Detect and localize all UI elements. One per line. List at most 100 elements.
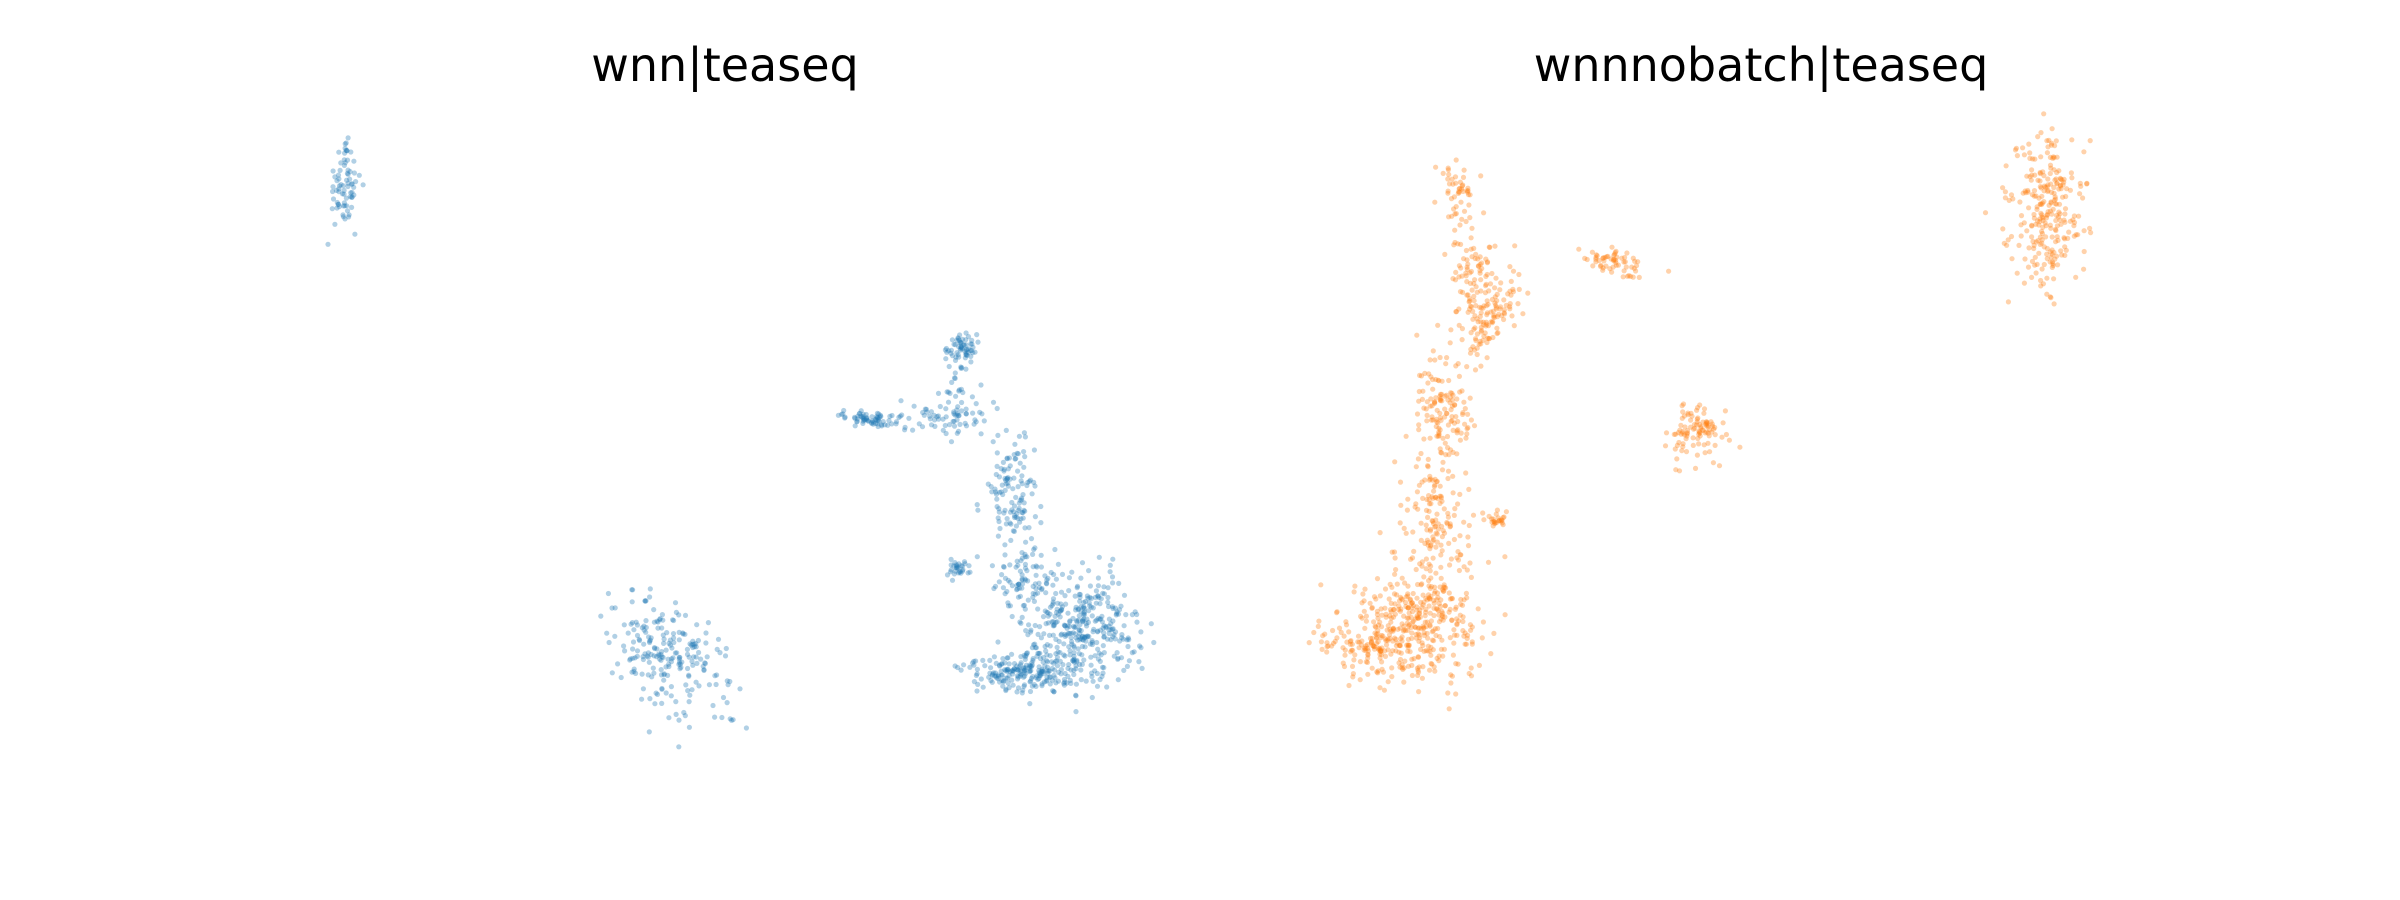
scatter-point — [1341, 663, 1348, 670]
scatter-point — [1049, 619, 1055, 625]
scatter-point — [2000, 185, 2006, 191]
scatter-point — [1442, 251, 1448, 257]
scatter-point — [346, 212, 352, 218]
scatter-point — [666, 715, 672, 721]
scatter-point — [1401, 623, 1407, 629]
scatter-point — [1373, 624, 1379, 630]
scatter-point — [1483, 319, 1489, 325]
scatter-point — [861, 417, 867, 423]
scatter-point — [1626, 273, 1632, 279]
scatter-point — [1010, 668, 1016, 674]
scatter-point — [958, 408, 965, 414]
scatter-point — [973, 672, 980, 679]
scatter-point — [1428, 593, 1434, 600]
scatter-point — [1442, 614, 1448, 620]
scatter-point — [1379, 612, 1385, 618]
scatter-point — [2071, 213, 2077, 219]
scatter-point — [344, 148, 350, 154]
scatter-point — [1435, 322, 1441, 328]
scatter-point — [1476, 341, 1482, 347]
scatter-point — [665, 672, 671, 679]
scatter-point — [1697, 433, 1703, 439]
scatter-point — [1408, 624, 1414, 631]
scatter-point — [1065, 610, 1071, 616]
scatter-point — [630, 639, 637, 645]
scatter-point — [1680, 428, 1686, 435]
scatter-point — [862, 417, 868, 423]
scatter-point — [1446, 706, 1452, 712]
scatter-point — [1431, 597, 1437, 604]
scatter-point — [1058, 589, 1065, 595]
scatter-point — [1426, 583, 1432, 589]
scatter-point — [652, 701, 658, 707]
scatter-point — [1095, 615, 1101, 622]
scatter-point — [1043, 621, 1049, 627]
scatter-point — [1419, 396, 1425, 402]
scatter-point — [1674, 456, 1680, 462]
scatter-point — [1375, 615, 1381, 621]
scatter-point — [1408, 614, 1414, 621]
scatter-point — [1428, 652, 1434, 658]
scatter-point — [1468, 303, 1474, 309]
scatter-point — [1466, 670, 1472, 677]
scatter-point — [1630, 255, 1636, 261]
scatter-point — [1018, 660, 1024, 666]
scatter-point — [2029, 167, 2035, 173]
scatter-point — [666, 640, 672, 647]
scatter-point — [1026, 525, 1032, 531]
scatter-point — [1438, 449, 1444, 456]
scatter-point — [1001, 678, 1007, 684]
scatter-point — [1454, 632, 1460, 639]
scatter-point — [1457, 437, 1463, 443]
scatter-point — [1444, 521, 1450, 527]
scatter-point — [931, 412, 937, 418]
scatter-point — [1034, 564, 1040, 570]
scatter-point — [1457, 222, 1463, 228]
scatter-point — [629, 669, 635, 675]
scatter-point — [1453, 204, 1459, 210]
scatter-point — [1410, 603, 1417, 609]
scatter-point — [1020, 687, 1026, 693]
scatter-point — [1453, 157, 1459, 163]
scatter-point — [999, 672, 1005, 678]
scatter-point — [1030, 594, 1036, 600]
scatter-point — [2068, 170, 2074, 176]
scatter-point — [343, 140, 349, 146]
scatter-point — [2057, 211, 2063, 217]
scatter-point — [1018, 620, 1024, 626]
scatter-point — [992, 670, 999, 676]
scatter-point — [1465, 261, 1471, 267]
scatter-point — [1108, 627, 1114, 633]
scatter-point — [2009, 256, 2015, 262]
scatter-point — [1433, 530, 1439, 536]
scatter-point — [2045, 182, 2051, 188]
scatter-point — [1372, 630, 1378, 636]
scatter-point — [645, 672, 651, 678]
scatter-point — [955, 404, 961, 410]
scatter-point — [342, 160, 348, 166]
scatter-point — [1452, 402, 1458, 408]
scatter-point — [1467, 270, 1473, 276]
scatter-point — [980, 657, 986, 664]
scatter-point — [1423, 507, 1430, 513]
scatter-point — [1447, 635, 1453, 641]
scatter-point — [1343, 622, 1350, 628]
scatter-point — [1054, 654, 1060, 660]
scatter-point — [1126, 658, 1132, 664]
scatter-point — [1004, 588, 1010, 595]
scatter-point — [1055, 649, 1061, 655]
scatter-point — [1001, 563, 1007, 570]
scatter-point — [1484, 310, 1490, 316]
scatter-point — [1455, 557, 1462, 563]
scatter-point — [1401, 613, 1407, 619]
scatter-point — [1424, 619, 1430, 625]
scatter-point — [882, 422, 888, 428]
scatter-point — [1007, 562, 1013, 568]
scatter-point — [1510, 289, 1516, 295]
scatter-point — [2008, 233, 2015, 240]
scatter-point — [1460, 182, 1466, 188]
scatter-point — [1116, 580, 1122, 587]
scatter-point — [1347, 638, 1353, 645]
scatter-point — [2048, 295, 2054, 301]
scatter-point — [1453, 269, 1459, 275]
